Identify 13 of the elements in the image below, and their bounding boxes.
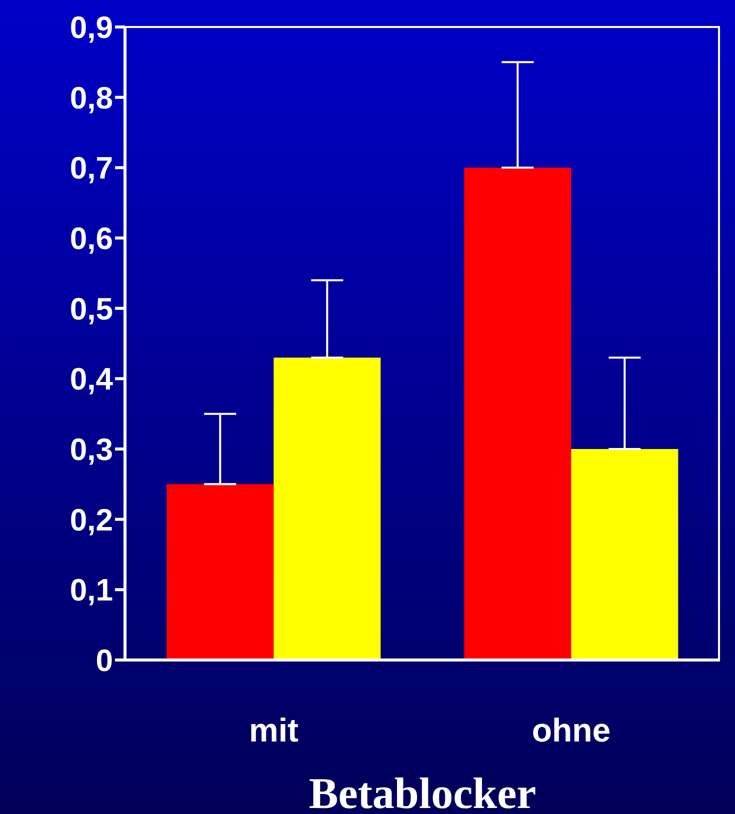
y-tick-label: 0,2 [70, 502, 113, 538]
y-tick-label: 0,6 [70, 221, 113, 256]
y-tick-label: 0,8 [70, 80, 113, 116]
y-tick-label: 0 [96, 643, 113, 678]
y-tick-label: 0,4 [70, 362, 114, 397]
y-tick-label: 0,3 [70, 432, 113, 468]
x-axis-title: Betablocker [308, 769, 536, 814]
y-tick-label: 0,5 [70, 291, 113, 326]
x-tick-label: ohne [532, 711, 611, 748]
y-tick-label: 0,9 [70, 10, 113, 46]
y-tick-label: 0,1 [70, 572, 113, 608]
y-tick-label: 0,7 [70, 150, 113, 186]
x-tick-label: mit [249, 711, 299, 748]
